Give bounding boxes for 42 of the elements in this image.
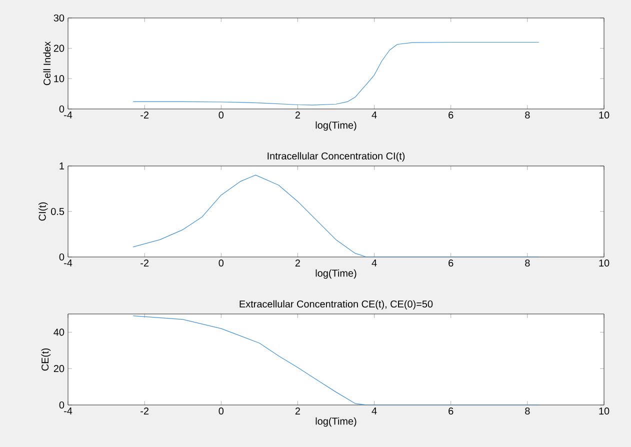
y-tick-label: 0 <box>59 105 64 113</box>
y-tick-label: 0.5 <box>51 208 64 216</box>
x-tick-label: -4 <box>64 260 72 266</box>
x-tick-label: 4 <box>372 112 377 118</box>
x-tick-label: 0 <box>218 112 224 119</box>
y-tick-label: 1 <box>60 162 64 170</box>
x-tick-label: 8 <box>525 112 530 119</box>
x-tick-label: 6 <box>448 408 454 415</box>
x-tick-label: 8 <box>525 408 530 415</box>
x-tick-label: 2 <box>295 112 300 118</box>
y-tick-label: 20 <box>54 44 64 52</box>
x-tick-label: 2 <box>295 260 300 266</box>
x-tick-label: -2 <box>140 408 149 414</box>
chart-title: Intracellular Concentration CI(t) <box>268 152 405 162</box>
y-axis-title: CE(t) <box>41 348 51 371</box>
x-tick-label: 8 <box>525 260 530 267</box>
x-tick-label: 4 <box>372 408 377 414</box>
y-tick-label: 30 <box>54 14 64 22</box>
x-axis-title: log(Time) <box>316 269 356 279</box>
x-tick-label: 10 <box>599 408 610 415</box>
x-axis-title: log(Time) <box>316 417 356 427</box>
x-tick-label: 2 <box>295 408 300 414</box>
y-tick-label: 40 <box>54 328 64 336</box>
y-tick-label: 20 <box>54 365 64 372</box>
x-tick-label: -2 <box>140 112 149 118</box>
x-tick-label: -4 <box>64 408 72 414</box>
x-tick-label: -4 <box>64 112 72 118</box>
x-tick-label: 6 <box>448 112 454 119</box>
y-axis-title: Cell Index <box>43 41 51 86</box>
y-axis-title: CI(t) <box>38 202 48 221</box>
y-tick-label: 0 <box>59 401 64 409</box>
chart-title: Extracellular Concentration CE(t), CE(0)=50 <box>240 300 433 310</box>
x-axis-title: log(Time) <box>316 121 356 131</box>
y-tick-label: 0 <box>59 253 64 261</box>
x-tick-label: -2 <box>140 260 149 266</box>
x-tick-label: 0 <box>218 260 224 267</box>
x-tick-label: 4 <box>372 260 377 266</box>
x-tick-label: 10 <box>599 112 610 119</box>
x-tick-label: 10 <box>599 260 610 267</box>
x-tick-label: 0 <box>218 408 224 415</box>
y-tick-label: 10 <box>54 75 64 82</box>
x-tick-label: 6 <box>448 260 454 267</box>
